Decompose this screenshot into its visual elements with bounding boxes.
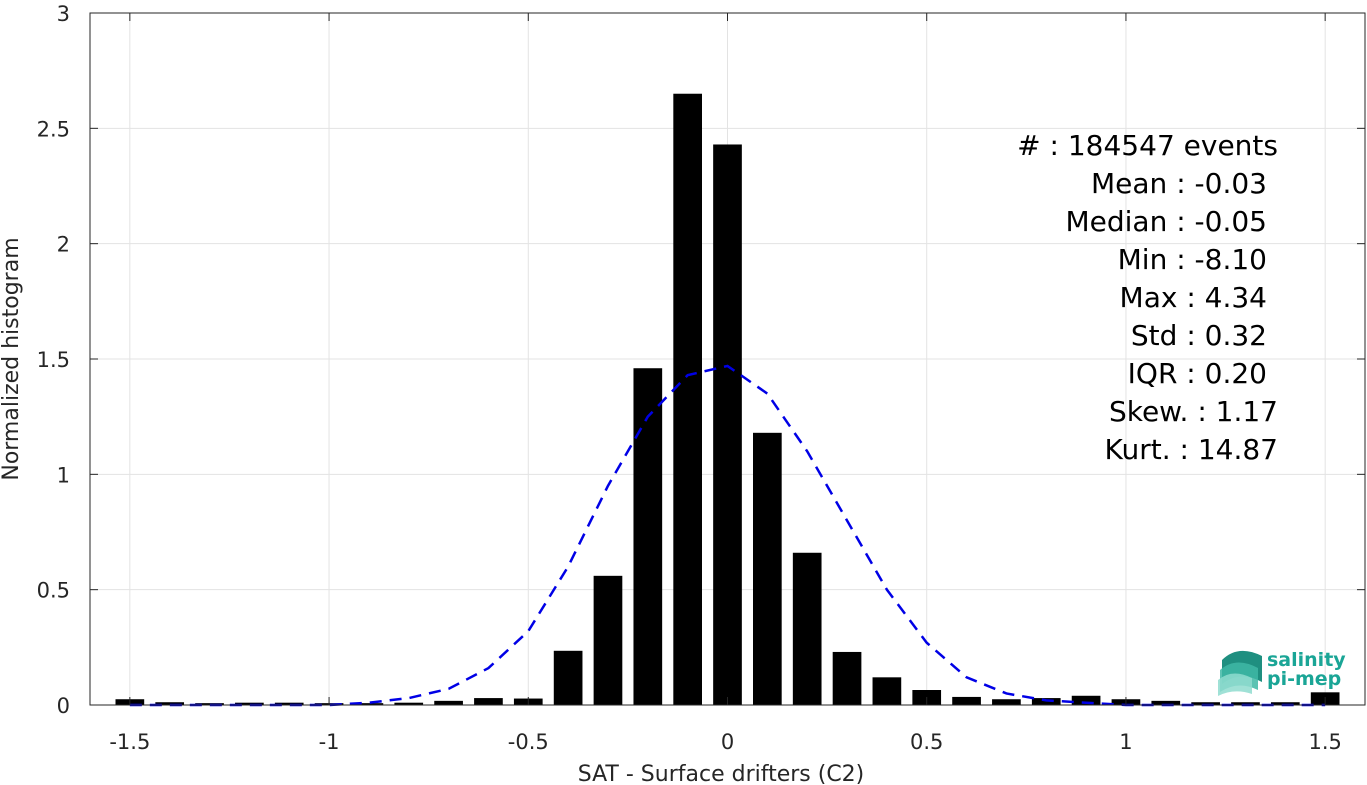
x-tick-label: -1 xyxy=(319,730,340,754)
bar xyxy=(235,702,264,705)
bars xyxy=(115,93,1340,706)
x-tick-label: 1 xyxy=(1119,730,1132,754)
bar xyxy=(673,93,702,705)
x-tick-label: 1.5 xyxy=(1308,730,1341,754)
x-tick-label: -1.5 xyxy=(109,730,150,754)
y-tick-label: 3 xyxy=(57,2,70,26)
stat-std: Std : 0.32 xyxy=(1131,319,1267,352)
bar xyxy=(1151,700,1181,705)
stats-box: # : 184547 events Mean : -0.03 Median : … xyxy=(1017,129,1278,466)
bar xyxy=(832,651,862,705)
bar xyxy=(1270,702,1300,705)
y-tick-label: 2.5 xyxy=(37,117,70,141)
logo-text-line1: salinity xyxy=(1267,649,1346,671)
salinity-pi-mep-logo: salinity pi-mep xyxy=(1218,649,1346,696)
wave-logo-icon xyxy=(1218,650,1262,696)
stat-median: Median : -0.05 xyxy=(1065,205,1267,238)
bar xyxy=(1231,702,1260,705)
stat-kurt: Kurt. : 14.87 xyxy=(1105,433,1279,466)
bar xyxy=(155,702,185,705)
x-axis-label: SAT - Surface drifters (C2) xyxy=(578,762,865,785)
bar xyxy=(633,368,663,705)
bar xyxy=(474,698,503,705)
stat-events: # : 184547 events xyxy=(1017,129,1278,162)
x-tick-label: 0 xyxy=(721,730,734,754)
stat-skew: Skew. : 1.17 xyxy=(1109,395,1278,428)
stat-min: Min : -8.10 xyxy=(1118,243,1267,276)
bar xyxy=(394,702,424,705)
logo-text-line2: pi-mep xyxy=(1267,668,1341,690)
bar xyxy=(872,677,902,705)
stat-mean: Mean : -0.03 xyxy=(1091,167,1267,200)
y-tick-label: 0.5 xyxy=(37,579,70,603)
stat-iqr: IQR : 0.20 xyxy=(1128,357,1267,390)
y-tick-label: 1 xyxy=(57,463,70,487)
bar xyxy=(952,696,981,705)
bar xyxy=(354,703,384,705)
y-tick-label: 0 xyxy=(57,694,70,718)
bar xyxy=(434,700,463,705)
bar xyxy=(713,144,742,706)
bar xyxy=(1191,702,1220,705)
x-axis-ticks: -1.5 -1 -0.5 0 0.5 1 1.5 xyxy=(109,13,1342,754)
bar xyxy=(1071,695,1101,705)
bar xyxy=(593,575,623,705)
bar xyxy=(753,432,782,705)
bar xyxy=(992,699,1021,705)
bar xyxy=(274,702,304,705)
y-axis-ticks: 0 0.5 1 1.5 2 2.5 3 xyxy=(37,2,1365,718)
stat-max: Max : 4.34 xyxy=(1120,281,1267,314)
bar xyxy=(792,552,822,705)
y-tick-label: 2 xyxy=(57,233,70,257)
x-tick-label: 0.5 xyxy=(910,730,943,754)
bar xyxy=(195,703,224,705)
y-tick-label: 1.5 xyxy=(37,348,70,372)
bar xyxy=(553,650,583,705)
x-tick-label: -0.5 xyxy=(508,730,549,754)
y-axis-label: Normalized histogram xyxy=(0,237,24,480)
